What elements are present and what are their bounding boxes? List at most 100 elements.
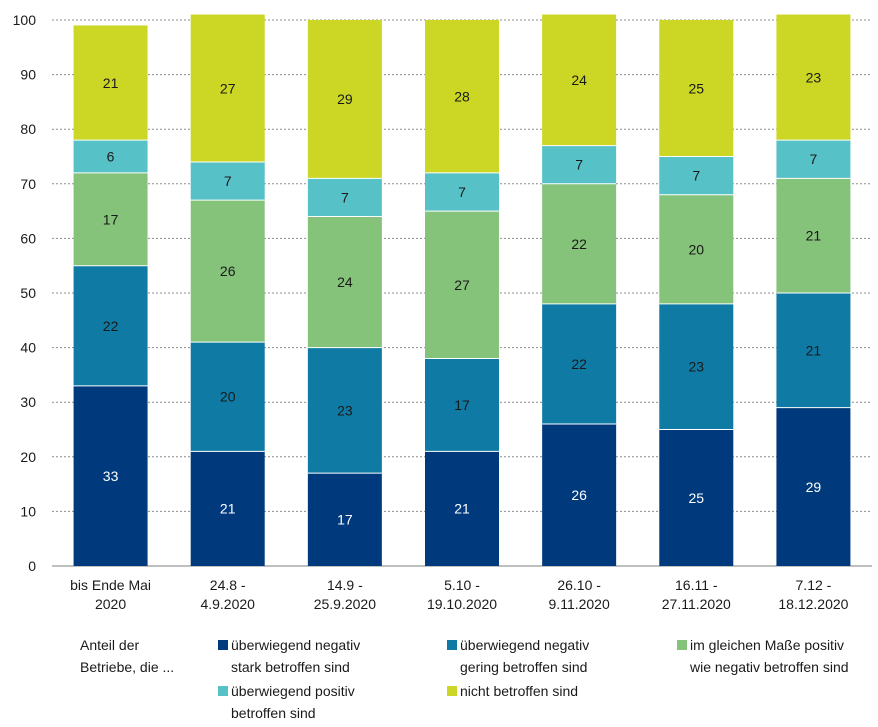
- x-tick-label: 7.12 -: [796, 577, 832, 593]
- legend-label-line: nicht betroffen sind: [460, 683, 579, 699]
- data-label: 17: [454, 397, 470, 413]
- y-tick-label: 70: [20, 176, 36, 192]
- y-tick-label: 20: [20, 449, 36, 465]
- bar-segment: [659, 303, 734, 430]
- bar-segment: [190, 451, 265, 566]
- bar-segment: [659, 429, 734, 566]
- y-tick-label: 100: [13, 12, 37, 28]
- data-label: 25: [688, 80, 704, 96]
- x-tick-label: 4.9.2020: [200, 596, 255, 612]
- bar-segment: [776, 14, 851, 141]
- bar-segment: [425, 20, 499, 173]
- y-tick-label: 40: [20, 340, 36, 356]
- legend-title-line-2: Betriebe, die ...: [80, 659, 175, 675]
- bar-segment: [659, 156, 734, 195]
- legend-label-line: gering betroffen sind: [460, 659, 588, 675]
- legend-label-line: im gleichen Maße positiv: [690, 637, 845, 653]
- bar-segment: [190, 200, 265, 343]
- data-label: 7: [341, 189, 349, 205]
- data-label: 21: [806, 342, 822, 358]
- stacked-bar-chart: 0 10 20 30 40 50 60 70 80 90 100 33 22 17 6 21 bis Ende …: [13, 12, 872, 612]
- data-label: 28: [454, 88, 470, 104]
- bar-segment: [307, 473, 382, 566]
- data-label: 20: [688, 241, 704, 257]
- bar-segment: [542, 303, 617, 425]
- x-tick-label: 14.9 -: [327, 577, 363, 593]
- x-tick-label: 24.8 -: [210, 577, 246, 593]
- data-label: 26: [220, 263, 236, 279]
- bar-segment: [542, 145, 617, 184]
- bar-segment: [542, 424, 617, 566]
- bar-segment: [425, 211, 499, 359]
- bar-segment: [190, 14, 265, 162]
- legend-title: Anteil der Betriebe, die ...: [80, 634, 200, 678]
- bar-segment: [776, 407, 851, 566]
- x-tick-label: 18.12.2020: [778, 596, 848, 612]
- bar-segment: [659, 20, 734, 157]
- legend-swatch: [218, 640, 228, 650]
- legend-title-line-1: Anteil der: [80, 637, 140, 653]
- x-tick-label: 26.10 -: [557, 577, 601, 593]
- bar-segment: [542, 183, 617, 304]
- bar-segment: [425, 451, 499, 566]
- data-label: 7: [458, 184, 466, 200]
- data-label: 17: [103, 211, 119, 227]
- data-label: 21: [454, 501, 470, 517]
- bar-segment: [776, 293, 851, 408]
- bar-segment: [73, 140, 148, 173]
- y-tick-label: 10: [20, 503, 36, 519]
- data-label: 7: [810, 151, 818, 167]
- data-label: 27: [454, 277, 470, 293]
- data-label: 25: [688, 490, 704, 506]
- bar-segment: [542, 14, 617, 146]
- x-tick-label: bis Ende Mai: [70, 577, 151, 593]
- bar-segment: [659, 194, 734, 304]
- x-tick-label: 27.11.2020: [662, 596, 731, 612]
- x-tick-label: 5.10 -: [444, 577, 480, 593]
- bar-segment: [73, 25, 148, 141]
- bar-segment: [425, 358, 499, 452]
- y-tick-label: 80: [20, 121, 36, 137]
- legend-label-line: wie negativ betroffen sind: [690, 659, 849, 675]
- legend-swatch: [447, 686, 457, 696]
- legend-swatch: [218, 686, 228, 696]
- data-label: 23: [337, 402, 353, 418]
- data-label: 29: [806, 479, 822, 495]
- data-label: 22: [571, 356, 587, 372]
- data-label: 17: [337, 512, 353, 528]
- data-label: 22: [103, 318, 119, 334]
- data-label: 24: [337, 274, 353, 290]
- data-label: 7: [575, 157, 583, 173]
- data-label: 33: [103, 468, 119, 484]
- bar-segment: [73, 265, 148, 386]
- y-tick-label: 0: [28, 558, 36, 574]
- data-label: 27: [220, 80, 236, 96]
- y-tick-label: 60: [20, 230, 36, 246]
- bar-segment: [307, 216, 382, 348]
- data-label: 21: [103, 75, 119, 91]
- bar-segment: [307, 347, 382, 474]
- bar-segment: [73, 172, 148, 266]
- data-label: 22: [571, 236, 587, 252]
- bar-segment: [190, 161, 265, 201]
- data-label: 20: [220, 389, 236, 405]
- bar-segment: [307, 178, 382, 217]
- legend-label-line: stark betroffen sind: [231, 659, 350, 675]
- x-tick-label: 16.11 -: [675, 577, 718, 593]
- data-label: 24: [571, 72, 587, 88]
- y-tick-label: 50: [20, 285, 36, 301]
- y-tick-label: 30: [20, 394, 36, 410]
- data-label: 21: [220, 501, 236, 517]
- bar-segment: [190, 342, 265, 452]
- data-label: 29: [337, 91, 353, 107]
- bar-segment: [73, 385, 148, 566]
- x-tick-label: 25.9.2020: [314, 596, 376, 612]
- bar-segment: [425, 172, 499, 212]
- data-label: 23: [688, 359, 704, 375]
- data-label: 23: [806, 69, 822, 85]
- legend-label-line: überwiegend negativ: [460, 637, 590, 653]
- data-label: 7: [224, 173, 232, 189]
- legend-label-line: betroffen sind: [231, 705, 316, 721]
- data-label: 7: [692, 168, 700, 184]
- data-label: 6: [107, 149, 115, 165]
